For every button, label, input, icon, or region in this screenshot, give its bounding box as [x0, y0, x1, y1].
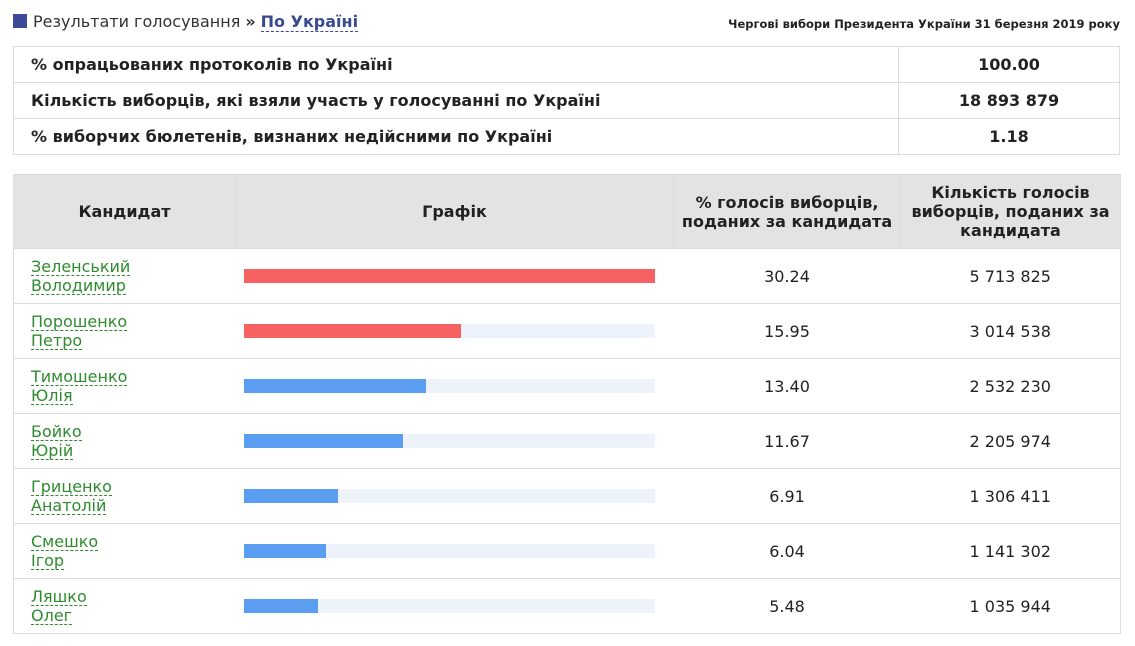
candidate-row: Порошенко Петро 15.95 3 014 538 — [13, 303, 1121, 359]
candidate-cell: Порошенко Петро — [13, 303, 236, 359]
percent-cell: 5.48 — [673, 578, 901, 634]
vote-bar — [243, 544, 326, 558]
top-bar: Результати голосування» По Україні Чергов… — [13, 10, 1120, 36]
candidate-name-link[interactable]: Володимир — [31, 276, 126, 295]
bar-track — [243, 599, 655, 613]
candidate-row: Гриценко Анатолій 6.91 1 306 411 — [13, 468, 1121, 524]
bar-track — [243, 434, 655, 448]
candidate-surname-link[interactable]: Бойко — [31, 422, 82, 441]
votes-cell: 5 713 825 — [900, 248, 1121, 304]
chart-cell — [235, 413, 674, 469]
column-header-percent: % голосів виборців, поданих за кандидата — [673, 174, 901, 249]
bar-track — [243, 269, 655, 283]
vote-bar — [243, 434, 403, 448]
bar-track — [243, 544, 655, 558]
candidate-surname-link[interactable]: Зеленський — [31, 257, 131, 276]
candidate-surname-link[interactable]: Порошенко — [31, 312, 128, 331]
summary-table: % опрацьованих протоколів по Україні 100… — [13, 46, 1120, 155]
candidate-row: Ляшко Олег 5.48 1 035 944 — [13, 578, 1121, 634]
candidate-name-link[interactable]: Олег — [31, 606, 73, 625]
candidate-row: Тимошенко Юлія 13.40 2 532 230 — [13, 358, 1121, 414]
results-header-row: Кандидат Графік % голосів виборців, пода… — [13, 174, 1121, 249]
candidate-cell: Смешко Ігор — [13, 523, 236, 579]
votes-cell: 2 205 974 — [900, 413, 1121, 469]
results-body: Зеленський Володимир 30.24 5 713 825 Порошен… — [13, 248, 1121, 634]
breadcrumb-separator-icon: » — [245, 12, 256, 31]
summary-row: % виборчих бюлетенів, визнаних недійсним… — [13, 118, 1120, 155]
candidate-name-link[interactable]: Ігор — [31, 551, 65, 570]
votes-cell: 1 141 302 — [900, 523, 1121, 579]
votes-cell: 2 532 230 — [900, 358, 1121, 414]
candidate-name-link[interactable]: Юлія — [31, 386, 73, 405]
chart-cell — [235, 578, 674, 634]
summary-label: % виборчих бюлетенів, визнаних недійсним… — [13, 118, 899, 155]
candidate-surname-link[interactable]: Смешко — [31, 532, 99, 551]
vote-bar — [243, 324, 461, 338]
bar-track — [243, 379, 655, 393]
candidate-row: Смешко Ігор 6.04 1 141 302 — [13, 523, 1121, 579]
summary-row: % опрацьованих протоколів по Україні 100… — [13, 46, 1120, 83]
column-header-candidate: Кандидат — [13, 174, 236, 249]
percent-cell: 30.24 — [673, 248, 901, 304]
candidate-name-link[interactable]: Анатолій — [31, 496, 107, 515]
votes-cell: 3 014 538 — [900, 303, 1121, 359]
candidate-surname-link[interactable]: Ляшко — [31, 587, 87, 606]
percent-cell: 15.95 — [673, 303, 901, 359]
summary-value: 100.00 — [898, 46, 1120, 83]
column-header-votes: Кількість голосів виборців, поданих за к… — [900, 174, 1121, 249]
percent-cell: 13.40 — [673, 358, 901, 414]
votes-cell: 1 035 944 — [900, 578, 1121, 634]
breadcrumb: Результати голосування» По Україні — [13, 12, 359, 32]
candidate-cell: Тимошенко Юлія — [13, 358, 236, 414]
summary-label: % опрацьованих протоколів по Україні — [13, 46, 899, 83]
bar-track — [243, 489, 655, 503]
chart-cell — [235, 248, 674, 304]
summary-value: 1.18 — [898, 118, 1120, 155]
candidate-row: Бойко Юрій 11.67 2 205 974 — [13, 413, 1121, 469]
results-table: Кандидат Графік % голосів виборців, пода… — [13, 174, 1121, 634]
chart-cell — [235, 468, 674, 524]
vote-bar — [243, 599, 318, 613]
candidate-name-link[interactable]: Юрій — [31, 441, 74, 460]
chart-cell — [235, 523, 674, 579]
percent-cell: 6.91 — [673, 468, 901, 524]
candidate-cell: Гриценко Анатолій — [13, 468, 236, 524]
candidate-surname-link[interactable]: Гриценко — [31, 477, 112, 496]
percent-cell: 6.04 — [673, 523, 901, 579]
candidate-surname-link[interactable]: Тимошенко — [31, 367, 128, 386]
summary-label: Кількість виборців, які взяли участь у г… — [13, 82, 899, 119]
summary-value: 18 893 879 — [898, 82, 1120, 119]
chart-cell — [235, 358, 674, 414]
breadcrumb-root: Результати голосування — [33, 12, 241, 31]
square-bullet-icon — [13, 14, 27, 28]
bar-track — [243, 324, 655, 338]
chart-cell — [235, 303, 674, 359]
vote-bar — [243, 269, 655, 283]
summary-row: Кількість виборців, які взяли участь у г… — [13, 82, 1120, 119]
votes-cell: 1 306 411 — [900, 468, 1121, 524]
candidate-cell: Ляшко Олег — [13, 578, 236, 634]
election-title: Чергові вибори Президента України 31 бер… — [728, 17, 1120, 31]
candidate-name-link[interactable]: Петро — [31, 331, 83, 350]
vote-bar — [243, 489, 338, 503]
candidate-cell: Бойко Юрій — [13, 413, 236, 469]
percent-cell: 11.67 — [673, 413, 901, 469]
breadcrumb-current-link[interactable]: По Україні — [260, 12, 359, 32]
candidate-cell: Зеленський Володимир — [13, 248, 236, 304]
vote-bar — [243, 379, 426, 393]
column-header-chart: Графік — [235, 174, 674, 249]
candidate-row: Зеленський Володимир 30.24 5 713 825 — [13, 248, 1121, 304]
